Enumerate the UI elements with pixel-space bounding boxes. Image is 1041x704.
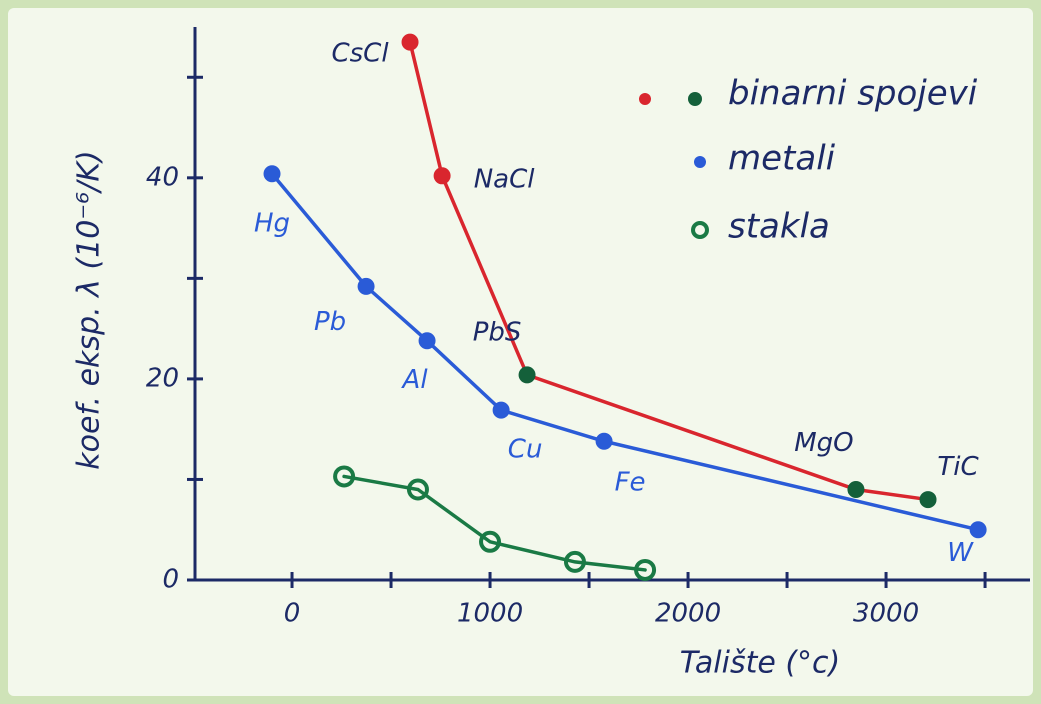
y-axis-label: koef. eksp. λ (10⁻⁶/K) — [72, 150, 107, 469]
data-point — [848, 482, 864, 498]
x-axis-label: Talište (°c) — [680, 646, 841, 681]
point-label: CsCl — [331, 39, 389, 69]
chart: Talište (°c) koef. eksp. λ (10⁻⁶/K) 0 100… — [0, 0, 1041, 704]
legend-label: metali — [728, 139, 836, 179]
x-tick-label: 0 — [284, 599, 301, 629]
data-point — [596, 433, 612, 449]
point-label: Hg — [254, 208, 290, 238]
y-tick-label: 40 — [146, 162, 179, 192]
point-label: MgO — [794, 428, 853, 458]
point-label: Al — [401, 365, 429, 395]
data-point — [970, 522, 986, 538]
x-tick-label: 2000 — [655, 599, 721, 629]
data-point — [519, 367, 535, 383]
data-point — [493, 402, 509, 418]
legend-marker — [639, 93, 651, 105]
data-point — [264, 166, 280, 182]
point-label: PbS — [473, 317, 522, 347]
point-label: Pb — [314, 307, 346, 337]
point-label: NaCl — [474, 164, 536, 194]
point-label: Cu — [508, 435, 543, 465]
legend-label: stakla — [728, 207, 830, 247]
x-tick-label: 1000 — [457, 599, 523, 629]
point-label: W — [947, 538, 974, 568]
x-tick-label: 3000 — [853, 599, 919, 629]
y-tick-label: 20 — [146, 363, 179, 393]
legend-label: binarni spojevi — [728, 74, 978, 114]
point-label: Fe — [615, 468, 646, 498]
point-label: TiC — [937, 452, 979, 482]
data-point — [419, 333, 435, 349]
legend-marker — [688, 92, 702, 106]
data-point — [434, 168, 450, 184]
y-tick-label: 0 — [162, 565, 179, 595]
legend-marker — [694, 156, 706, 168]
data-point — [402, 34, 418, 50]
data-point — [920, 492, 936, 508]
data-point — [358, 278, 374, 294]
